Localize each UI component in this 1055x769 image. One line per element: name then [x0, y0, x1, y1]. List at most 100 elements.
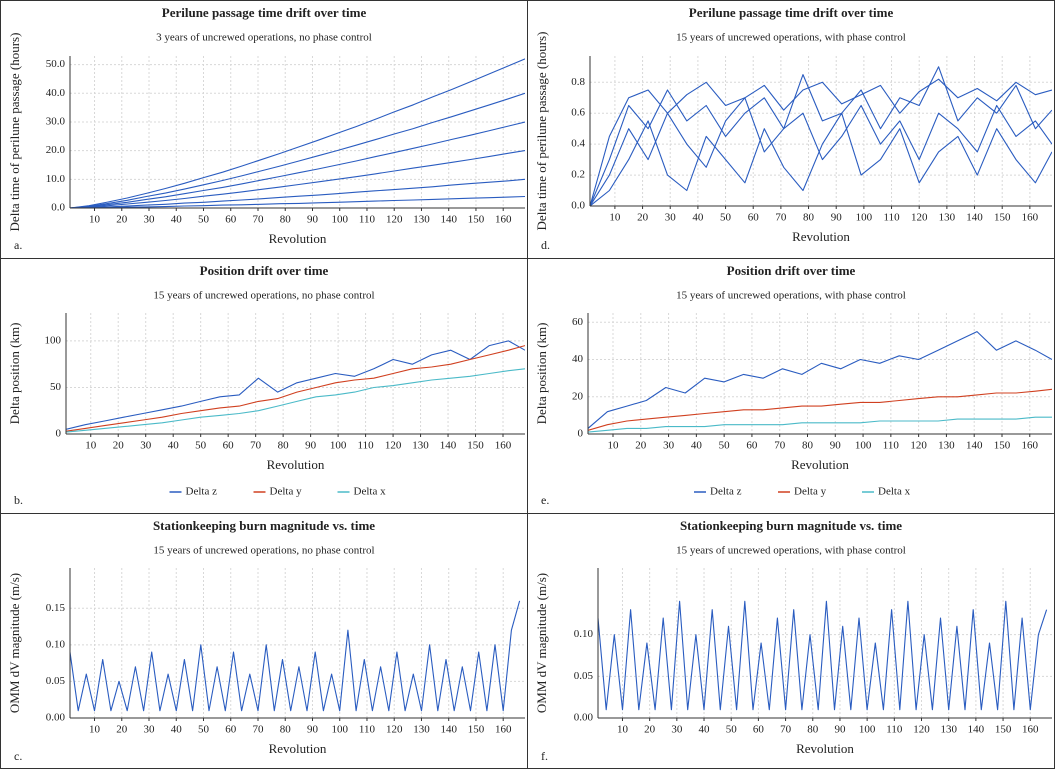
x-tick-label: 90 [831, 212, 843, 224]
y-tick-label: 0 [578, 428, 584, 440]
y-tick-label: 0.6 [571, 107, 585, 119]
y-tick-label: 0.8 [571, 76, 585, 88]
data-line [66, 368, 525, 433]
y-tick-label: 20 [572, 390, 584, 402]
plot-area [70, 600, 521, 712]
x-tick-label: 130 [940, 724, 957, 736]
y-tick-label: 0.0 [571, 200, 585, 212]
x-tick-label: 150 [994, 212, 1011, 224]
x-tick-label: 30 [665, 212, 677, 224]
y-tick-label: 40 [572, 353, 584, 365]
chart-title: Stationkeeping burn magnitude vs. time [680, 518, 902, 533]
y-tick-label: 0.2 [571, 169, 585, 181]
panel-label: e. [541, 493, 549, 507]
plot-area [590, 66, 1052, 206]
x-tick-label: 60 [225, 214, 237, 226]
x-tick-label: 60 [748, 212, 760, 224]
data-line [590, 97, 1052, 206]
x-tick-label: 160 [1022, 724, 1039, 736]
x-tick-label: 100 [856, 212, 873, 224]
x-tick-label: 10 [617, 724, 629, 736]
x-tick-label: 90 [834, 724, 846, 736]
x-tick-label: 100 [331, 214, 348, 226]
y-tick-label: 0.00 [46, 712, 66, 724]
x-tick-label: 100 [855, 440, 872, 452]
x-tick-label: 70 [252, 214, 264, 226]
x-tick-label: 10 [608, 440, 620, 452]
x-tick-label: 20 [635, 440, 647, 452]
data-line [70, 92, 525, 208]
x-tick-label: 80 [807, 724, 819, 736]
x-tick-label: 40 [699, 724, 711, 736]
x-tick-label: 160 [1022, 212, 1039, 224]
chart-title: Position drift over time [727, 263, 856, 278]
y-tick-label: 60 [572, 316, 584, 328]
legend-label: Delta x [354, 486, 387, 498]
x-tick-label: 40 [691, 440, 703, 452]
panel-label: f. [541, 749, 548, 763]
x-tick-label: 30 [671, 724, 683, 736]
y-tick-label: 20.0 [46, 144, 66, 156]
chart-subtitle: 15 years of uncrewed operations, with ph… [676, 290, 906, 302]
y-tick-label: 100 [45, 334, 62, 346]
x-tick-label: 160 [1022, 440, 1039, 452]
x-tick-label: 70 [252, 724, 264, 736]
x-tick-label: 40 [171, 724, 183, 736]
chart-subtitle: 15 years of uncrewed operations, with ph… [676, 32, 906, 44]
y-axis-label: Delta time of perilune passage (hours) [534, 32, 549, 231]
x-tick-label: 160 [495, 724, 512, 736]
x-tick-label: 50 [198, 214, 210, 226]
x-tick-label: 130 [938, 440, 955, 452]
data-line [70, 195, 525, 208]
x-tick-label: 60 [225, 724, 237, 736]
x-tick-label: 160 [495, 214, 512, 226]
x-tick-label: 20 [116, 214, 128, 226]
x-tick-label: 120 [386, 724, 403, 736]
chart-subtitle: 15 years of uncrewed operations, with ph… [676, 545, 906, 557]
x-tick-label: 90 [307, 724, 319, 736]
legend-label: Delta x [878, 486, 911, 498]
y-tick-label: 0.0 [51, 202, 65, 214]
data-line [66, 340, 525, 430]
x-axis-label: Revolution [796, 741, 854, 756]
x-tick-label: 40 [168, 440, 180, 452]
legend-label: Delta y [794, 486, 827, 498]
x-tick-label: 120 [910, 440, 927, 452]
x-tick-label: 10 [89, 214, 101, 226]
legend-label: Delta z [710, 486, 742, 498]
x-tick-label: 110 [883, 440, 900, 452]
x-axis-label: Revolution [269, 741, 327, 756]
x-tick-label: 20 [113, 440, 125, 452]
x-tick-label: 90 [305, 440, 317, 452]
x-tick-label: 80 [280, 214, 292, 226]
data-line [70, 121, 525, 208]
y-tick-label: 0.05 [46, 675, 66, 687]
chart-subtitle: 3 years of uncrewed operations, no phase… [156, 32, 372, 44]
x-tick-label: 150 [995, 724, 1012, 736]
x-tick-label: 30 [144, 724, 156, 736]
y-tick-label: 0.00 [574, 712, 594, 724]
y-tick-label: 0.10 [574, 628, 594, 640]
x-tick-label: 140 [440, 724, 457, 736]
y-tick-label: 0 [56, 428, 62, 440]
x-tick-label: 70 [780, 724, 792, 736]
x-tick-label: 20 [116, 724, 128, 736]
x-tick-label: 140 [440, 440, 457, 452]
x-tick-label: 150 [468, 724, 485, 736]
data-line [588, 416, 1052, 433]
x-tick-label: 80 [803, 212, 815, 224]
y-axis-label: Delta position (km) [7, 323, 22, 425]
legend-label: Delta z [186, 486, 218, 498]
y-axis-label: OMM dV magnitude (m/s) [7, 573, 22, 713]
data-line [588, 388, 1052, 431]
y-tick-label: 0.10 [46, 638, 66, 650]
x-tick-label: 110 [883, 212, 900, 224]
x-tick-label: 130 [939, 212, 956, 224]
panel-label: a. [14, 238, 22, 252]
x-tick-label: 110 [886, 724, 903, 736]
x-tick-label: 130 [412, 440, 429, 452]
x-tick-label: 150 [994, 440, 1011, 452]
x-tick-label: 130 [413, 724, 430, 736]
panel-label: c. [14, 749, 22, 763]
data-line [66, 345, 525, 432]
